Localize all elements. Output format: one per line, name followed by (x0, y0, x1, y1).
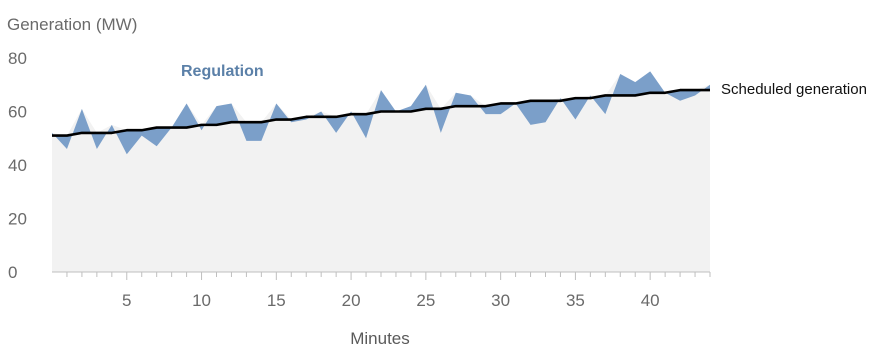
x-tick-label: 35 (566, 291, 585, 310)
x-tick-labels: 5 10 15 20 25 30 35 40 (122, 291, 660, 310)
y-tick-label: 80 (8, 49, 27, 68)
y-tick-label: 20 (8, 210, 27, 229)
regulation-label: Regulation (181, 63, 264, 80)
scheduled-generation-label: Scheduled generation (721, 81, 867, 98)
scheduled-generation-line (52, 88, 710, 137)
x-tick-label: 25 (416, 291, 435, 310)
x-axis-title: Minutes (350, 329, 410, 347)
axes (52, 271, 711, 280)
y-tick-label: 40 (8, 156, 27, 175)
regulation-area (52, 71, 710, 155)
x-tick-label: 15 (267, 291, 286, 310)
scheduled-line (52, 88, 710, 137)
x-tick-label: 5 (122, 291, 131, 310)
x-tick-label: 20 (342, 291, 361, 310)
y-axis-title: Generation (MW) (7, 15, 137, 34)
x-tick-label: 10 (192, 291, 211, 310)
y-tick-label: 0 (8, 263, 17, 282)
y-tick-labels: 0 20 40 60 80 (8, 49, 27, 282)
y-tick-label: 60 (8, 103, 27, 122)
regulation-band (52, 71, 710, 155)
x-tick-label: 40 (641, 291, 660, 310)
x-tick-label: 30 (491, 291, 510, 310)
